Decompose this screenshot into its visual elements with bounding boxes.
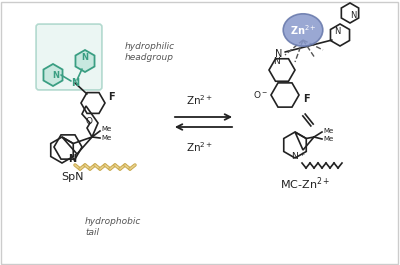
Text: Me: Me bbox=[323, 128, 333, 134]
Text: N: N bbox=[71, 78, 79, 88]
Polygon shape bbox=[44, 64, 62, 86]
Text: Zn$^{2+}$: Zn$^{2+}$ bbox=[186, 93, 214, 107]
Text: N$^+$: N$^+$ bbox=[291, 150, 305, 162]
Text: hydrophobic
tail: hydrophobic tail bbox=[85, 217, 141, 237]
Text: O: O bbox=[86, 117, 92, 126]
Ellipse shape bbox=[283, 14, 323, 46]
Text: N: N bbox=[68, 154, 76, 164]
Text: SpN: SpN bbox=[61, 172, 83, 182]
Text: O$^-$: O$^-$ bbox=[253, 90, 268, 100]
Text: F: F bbox=[303, 94, 310, 104]
Text: F: F bbox=[108, 92, 115, 102]
Text: MC-Zn$^{2+}$: MC-Zn$^{2+}$ bbox=[280, 175, 330, 192]
Text: Zn$^{2+}$: Zn$^{2+}$ bbox=[186, 140, 214, 154]
Text: Me: Me bbox=[101, 126, 111, 132]
Text: N: N bbox=[82, 54, 88, 63]
Text: N: N bbox=[273, 58, 279, 67]
Text: Zn$^{2+}$: Zn$^{2+}$ bbox=[290, 23, 316, 37]
Text: N: N bbox=[350, 11, 356, 20]
Text: N: N bbox=[334, 28, 340, 37]
Polygon shape bbox=[76, 50, 94, 72]
Text: N: N bbox=[275, 49, 283, 59]
Text: Me: Me bbox=[323, 136, 333, 142]
Text: N: N bbox=[52, 70, 60, 80]
FancyBboxPatch shape bbox=[36, 24, 102, 90]
Text: Me: Me bbox=[101, 135, 111, 141]
Text: hydrophilic
headgroup: hydrophilic headgroup bbox=[125, 42, 175, 62]
